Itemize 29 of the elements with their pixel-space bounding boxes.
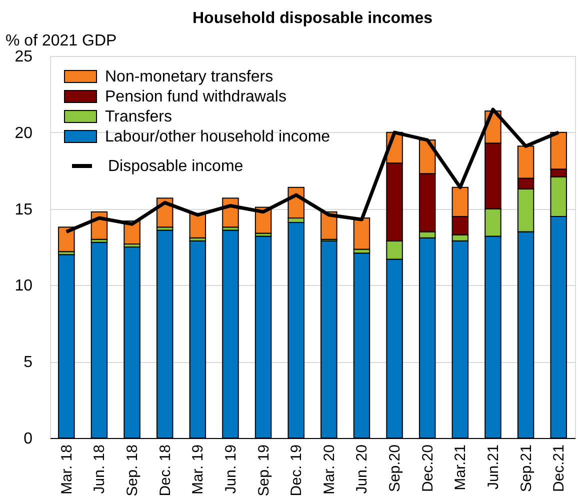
x-tick-label: Jun.21 (484, 444, 502, 490)
y-tick-label: 15 (14, 201, 33, 218)
x-tick-label: Sep. 19 (255, 444, 272, 496)
x-tick-label: Sep.20 (386, 444, 404, 492)
y-tick-label: 5 (24, 354, 33, 372)
legend-label: Disposable income (108, 158, 244, 175)
x-tick-label: Mar. 19 (190, 444, 207, 495)
x-tick-label: Jun. 19 (222, 444, 240, 494)
x-tick-label: Jun. 20 (354, 444, 371, 494)
x-tick-label: Dec. 19 (288, 444, 306, 496)
y-axis-title: % of 2021 GDP (6, 32, 117, 50)
y-tick-label: 10 (14, 278, 33, 295)
legend-label: Pension fund withdrawals (105, 88, 286, 106)
legend-label: Non-monetary transfers (105, 68, 274, 86)
x-tick-label: Dec. 18 (156, 444, 174, 496)
x-tick-label: Dec.20 (419, 444, 436, 492)
legend-label: Transfers (105, 108, 172, 126)
x-tick-label: Mar.21 (452, 444, 470, 490)
chart-title: Household disposable incomes (192, 10, 433, 27)
x-tick-label: Sep. 18 (124, 444, 142, 496)
x-tick-label: Mar. 18 (58, 444, 76, 495)
y-tick-label: 20 (14, 124, 33, 142)
x-tick-label: Sep.21 (518, 444, 535, 492)
x-tick-label: Jun. 18 (91, 444, 108, 494)
y-tick-label: 0 (24, 430, 33, 448)
legend-label: Labour/other household income (105, 128, 330, 146)
x-tick-label: Dec.21 (550, 444, 568, 492)
y-tick-label: 25 (14, 48, 33, 66)
x-tick-label: Mar. 20 (320, 444, 338, 495)
